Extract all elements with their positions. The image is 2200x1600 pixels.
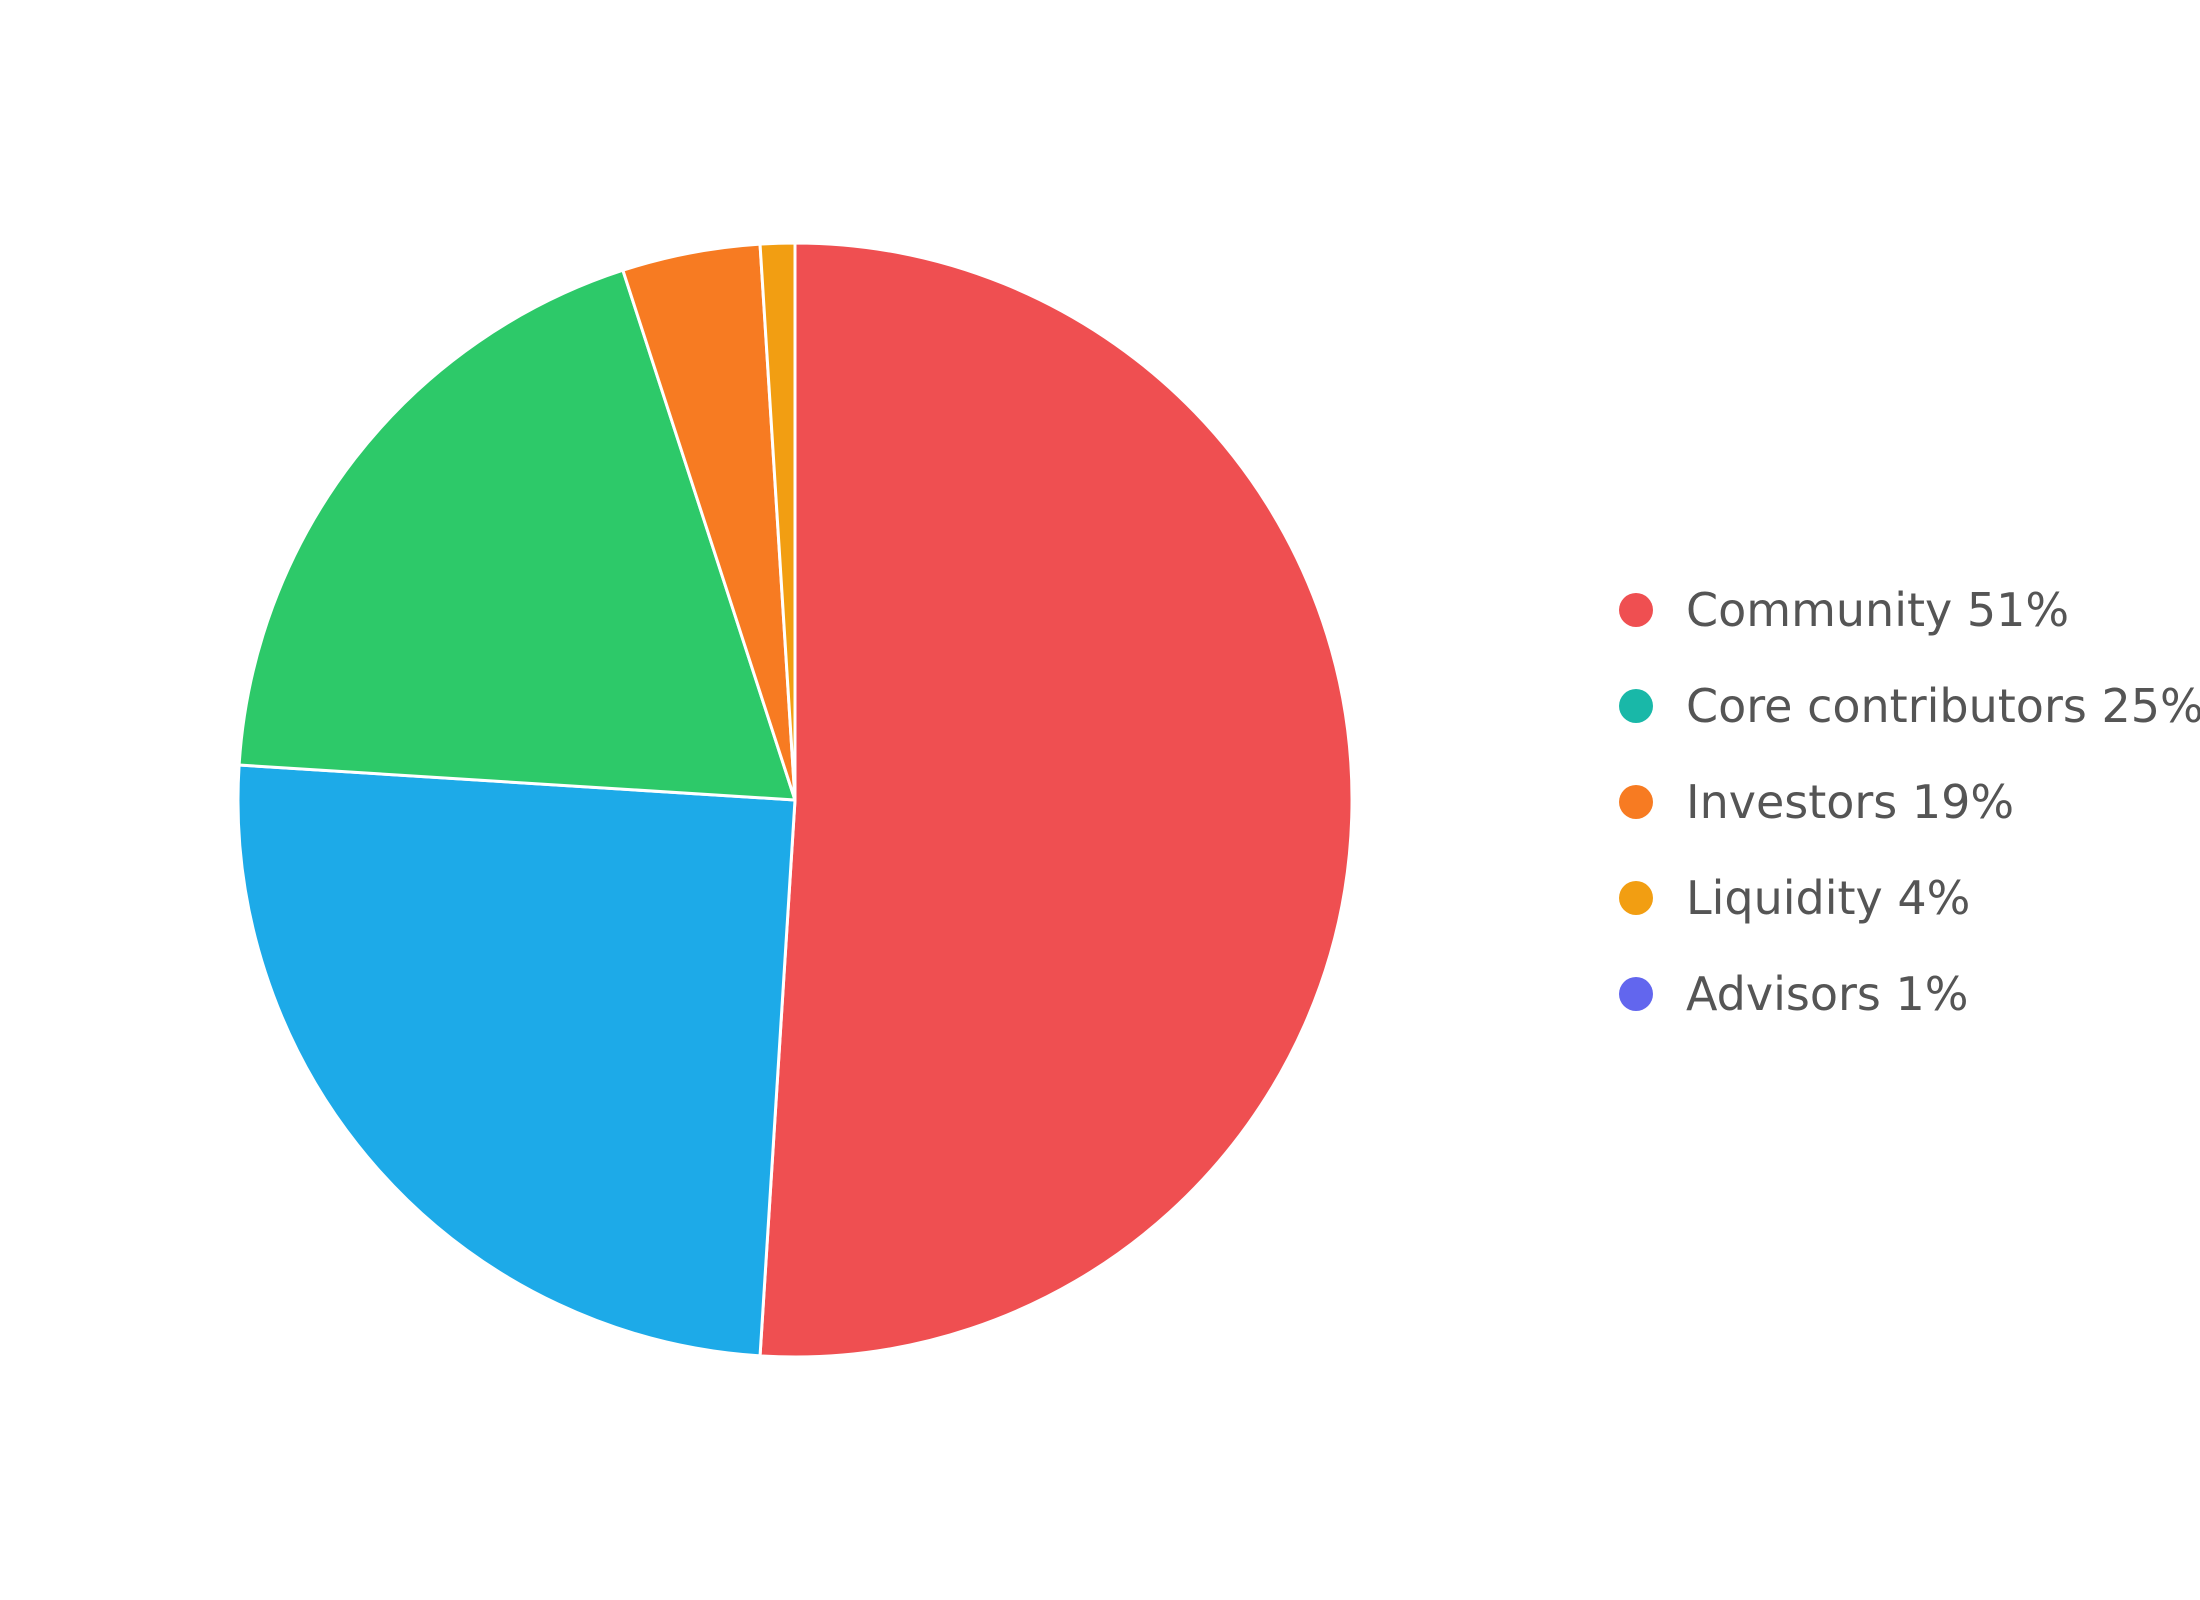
legend-marker	[1619, 977, 1653, 1011]
legend-item[interactable]: Liquidity 4%	[1619, 871, 1970, 925]
pie-slice-core-contributors[interactable]	[236, 763, 797, 1358]
legend-label: Advisors 1%	[1686, 967, 1968, 1021]
legend-label: Liquidity 4%	[1686, 871, 1970, 925]
legend-marker	[1619, 881, 1653, 915]
pie-slice-community[interactable]	[758, 241, 1354, 1359]
legend-marker	[1619, 785, 1653, 819]
legend-item[interactable]: Community 51%	[1619, 583, 2069, 637]
legend-label: Core contributors 25%	[1686, 679, 2200, 733]
legend-item[interactable]: Core contributors 25%	[1619, 679, 2200, 733]
legend-item[interactable]: Advisors 1%	[1619, 967, 1968, 1021]
pie-slice-advisors[interactable]	[758, 241, 797, 802]
pie-slice-investors[interactable]	[237, 268, 797, 802]
legend-item[interactable]: Investors 19%	[1619, 775, 2014, 829]
legend-label: Community 51%	[1686, 583, 2069, 637]
legend: Community 51% Core contributors 25% Invest…	[1619, 583, 2200, 1021]
pie-slices	[236, 241, 1354, 1359]
legend-label: Investors 19%	[1686, 775, 2014, 829]
legend-marker	[1619, 689, 1653, 723]
legend-marker	[1619, 593, 1653, 627]
